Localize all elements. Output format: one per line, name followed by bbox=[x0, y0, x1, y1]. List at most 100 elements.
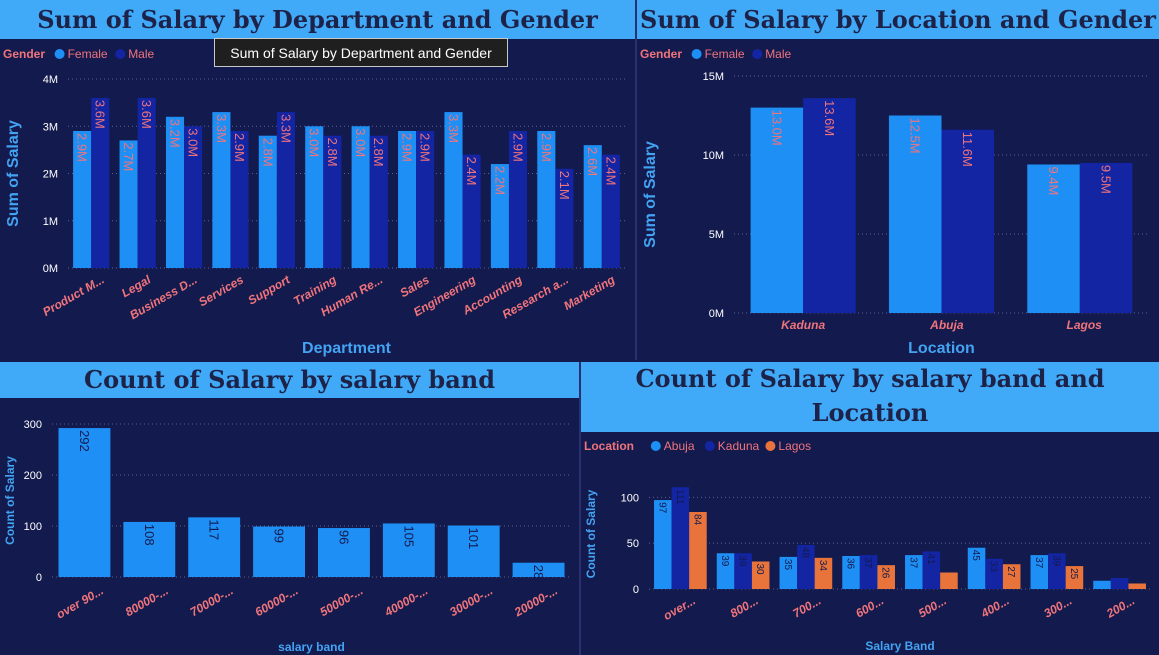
y-tick-label: 0M bbox=[43, 263, 58, 275]
data-label: 3.3M bbox=[214, 114, 229, 143]
band-chart-panel[interactable]: Count of Salary by salary band 0 100 200 30… bbox=[0, 362, 579, 655]
data-label: 108 bbox=[142, 524, 157, 546]
bar bbox=[188, 517, 241, 577]
bar bbox=[184, 126, 203, 268]
bar bbox=[382, 523, 435, 577]
bar bbox=[583, 145, 602, 268]
bar bbox=[751, 561, 770, 589]
data-label: 2.9M bbox=[539, 133, 554, 162]
data-label: 27 bbox=[1005, 566, 1016, 578]
data-label: 96 bbox=[336, 530, 351, 544]
data-label: 2.9M bbox=[232, 133, 247, 162]
bar bbox=[1079, 162, 1133, 313]
category-label: over... bbox=[661, 593, 698, 622]
y-tick-label: 0 bbox=[36, 572, 42, 584]
bar bbox=[119, 140, 138, 268]
category-label: 500... bbox=[916, 593, 949, 620]
category-label: 40000-... bbox=[381, 583, 430, 619]
bar bbox=[73, 130, 92, 268]
data-label: 37 bbox=[862, 557, 873, 569]
category-label: Support bbox=[246, 272, 294, 308]
data-label: 3.0M bbox=[307, 128, 322, 157]
legend-marker bbox=[691, 49, 702, 59]
bar bbox=[750, 107, 804, 313]
data-label: 37 bbox=[1033, 557, 1044, 569]
bar bbox=[317, 528, 370, 577]
loc-chart-svg[interactable]: 0M 5M 10M 15M Sum of Salary Location Gender Fem… bbox=[637, 0, 1159, 360]
bar bbox=[922, 551, 941, 589]
bar bbox=[985, 558, 1003, 589]
bar bbox=[803, 98, 856, 314]
legend-label: Female bbox=[705, 47, 745, 61]
y-tick-label: 4M bbox=[43, 74, 58, 86]
bandloc-chart-title: Count of Salary by salary band and Locat… bbox=[581, 362, 1159, 432]
legend-title: Gender bbox=[3, 47, 45, 61]
category-label: 800... bbox=[728, 593, 761, 620]
bar bbox=[276, 112, 295, 268]
data-label: 35 bbox=[782, 559, 793, 571]
data-label: 3.0M bbox=[186, 128, 201, 157]
data-label: 2.7M bbox=[121, 142, 136, 171]
y-axis-title: Sum of Salary bbox=[642, 141, 659, 248]
data-label: 9.5M bbox=[1099, 165, 1114, 194]
legend-marker bbox=[765, 441, 776, 451]
bar bbox=[398, 130, 417, 268]
bar bbox=[253, 526, 306, 577]
legend-marker bbox=[752, 49, 763, 59]
y-tick-label: 200 bbox=[24, 470, 42, 482]
data-label: 13.0M bbox=[769, 110, 784, 146]
bar bbox=[508, 130, 528, 268]
bar bbox=[1110, 578, 1129, 589]
legend-title: Gender bbox=[640, 47, 682, 61]
data-label: 45 bbox=[970, 550, 981, 562]
category-label: Abuja bbox=[929, 318, 964, 332]
x-axis-title: Salary Band bbox=[865, 639, 934, 653]
bar bbox=[1093, 580, 1111, 589]
bar bbox=[842, 556, 860, 589]
category-label: Lagos bbox=[1066, 318, 1102, 332]
legend-marker bbox=[115, 49, 126, 59]
legend-label: Female bbox=[68, 47, 108, 61]
category-label: 30000-... bbox=[447, 583, 495, 619]
data-label: 2.8M bbox=[260, 138, 275, 167]
bar bbox=[323, 135, 342, 268]
bandloc-chart-svg[interactable]: 0 50 100 Count of Salary Salary Band Location… bbox=[581, 362, 1159, 655]
bar bbox=[779, 556, 798, 589]
bar bbox=[165, 116, 185, 268]
bar bbox=[814, 557, 833, 589]
bar bbox=[1027, 164, 1080, 313]
bar bbox=[305, 126, 324, 268]
bandloc-chart-panel[interactable]: Count of Salary by salary band and Locat… bbox=[581, 362, 1159, 655]
category-label: 400... bbox=[978, 593, 1012, 621]
bar bbox=[905, 555, 923, 589]
y-axis-title: Count of Salary bbox=[584, 489, 598, 578]
y-tick-label: 1M bbox=[43, 216, 58, 228]
legend-marker bbox=[54, 49, 65, 59]
bar bbox=[797, 545, 815, 589]
bar bbox=[462, 154, 481, 268]
data-label: 2.8M bbox=[325, 138, 340, 167]
bar bbox=[689, 512, 707, 589]
bar bbox=[91, 97, 110, 269]
category-label: over 90... bbox=[54, 583, 106, 621]
data-label: 3.2M bbox=[167, 119, 182, 148]
data-label: 36 bbox=[845, 558, 856, 570]
data-label: 26 bbox=[880, 567, 891, 579]
category-label: 300... bbox=[1041, 593, 1074, 620]
category-label: 80000-... bbox=[123, 583, 171, 619]
bar bbox=[716, 553, 735, 589]
band-chart-title: Count of Salary by salary band bbox=[0, 362, 579, 398]
dept-chart-title: Sum of Salary by Department and Gender bbox=[0, 0, 635, 39]
data-label: 9.4M bbox=[1046, 166, 1061, 195]
x-axis-title: Department bbox=[302, 340, 392, 357]
bar bbox=[258, 135, 277, 268]
y-tick-label: 15M bbox=[703, 71, 724, 83]
bar bbox=[351, 126, 370, 268]
band-chart-svg[interactable]: 0 100 200 300 Count of Salary salary band 292 o… bbox=[0, 362, 579, 655]
bar bbox=[512, 562, 565, 577]
bar bbox=[230, 130, 249, 268]
chart-tooltip: Sum of Salary by Department and Gender bbox=[214, 38, 508, 67]
loc-chart-panel[interactable]: Sum of Salary by Location and Gender 0M 5… bbox=[637, 0, 1159, 360]
y-tick-label: 100 bbox=[24, 521, 42, 533]
dept-chart-svg[interactable]: 0M 1M 2M 3M 4M Sum of Salary Department Gender F… bbox=[0, 0, 635, 360]
